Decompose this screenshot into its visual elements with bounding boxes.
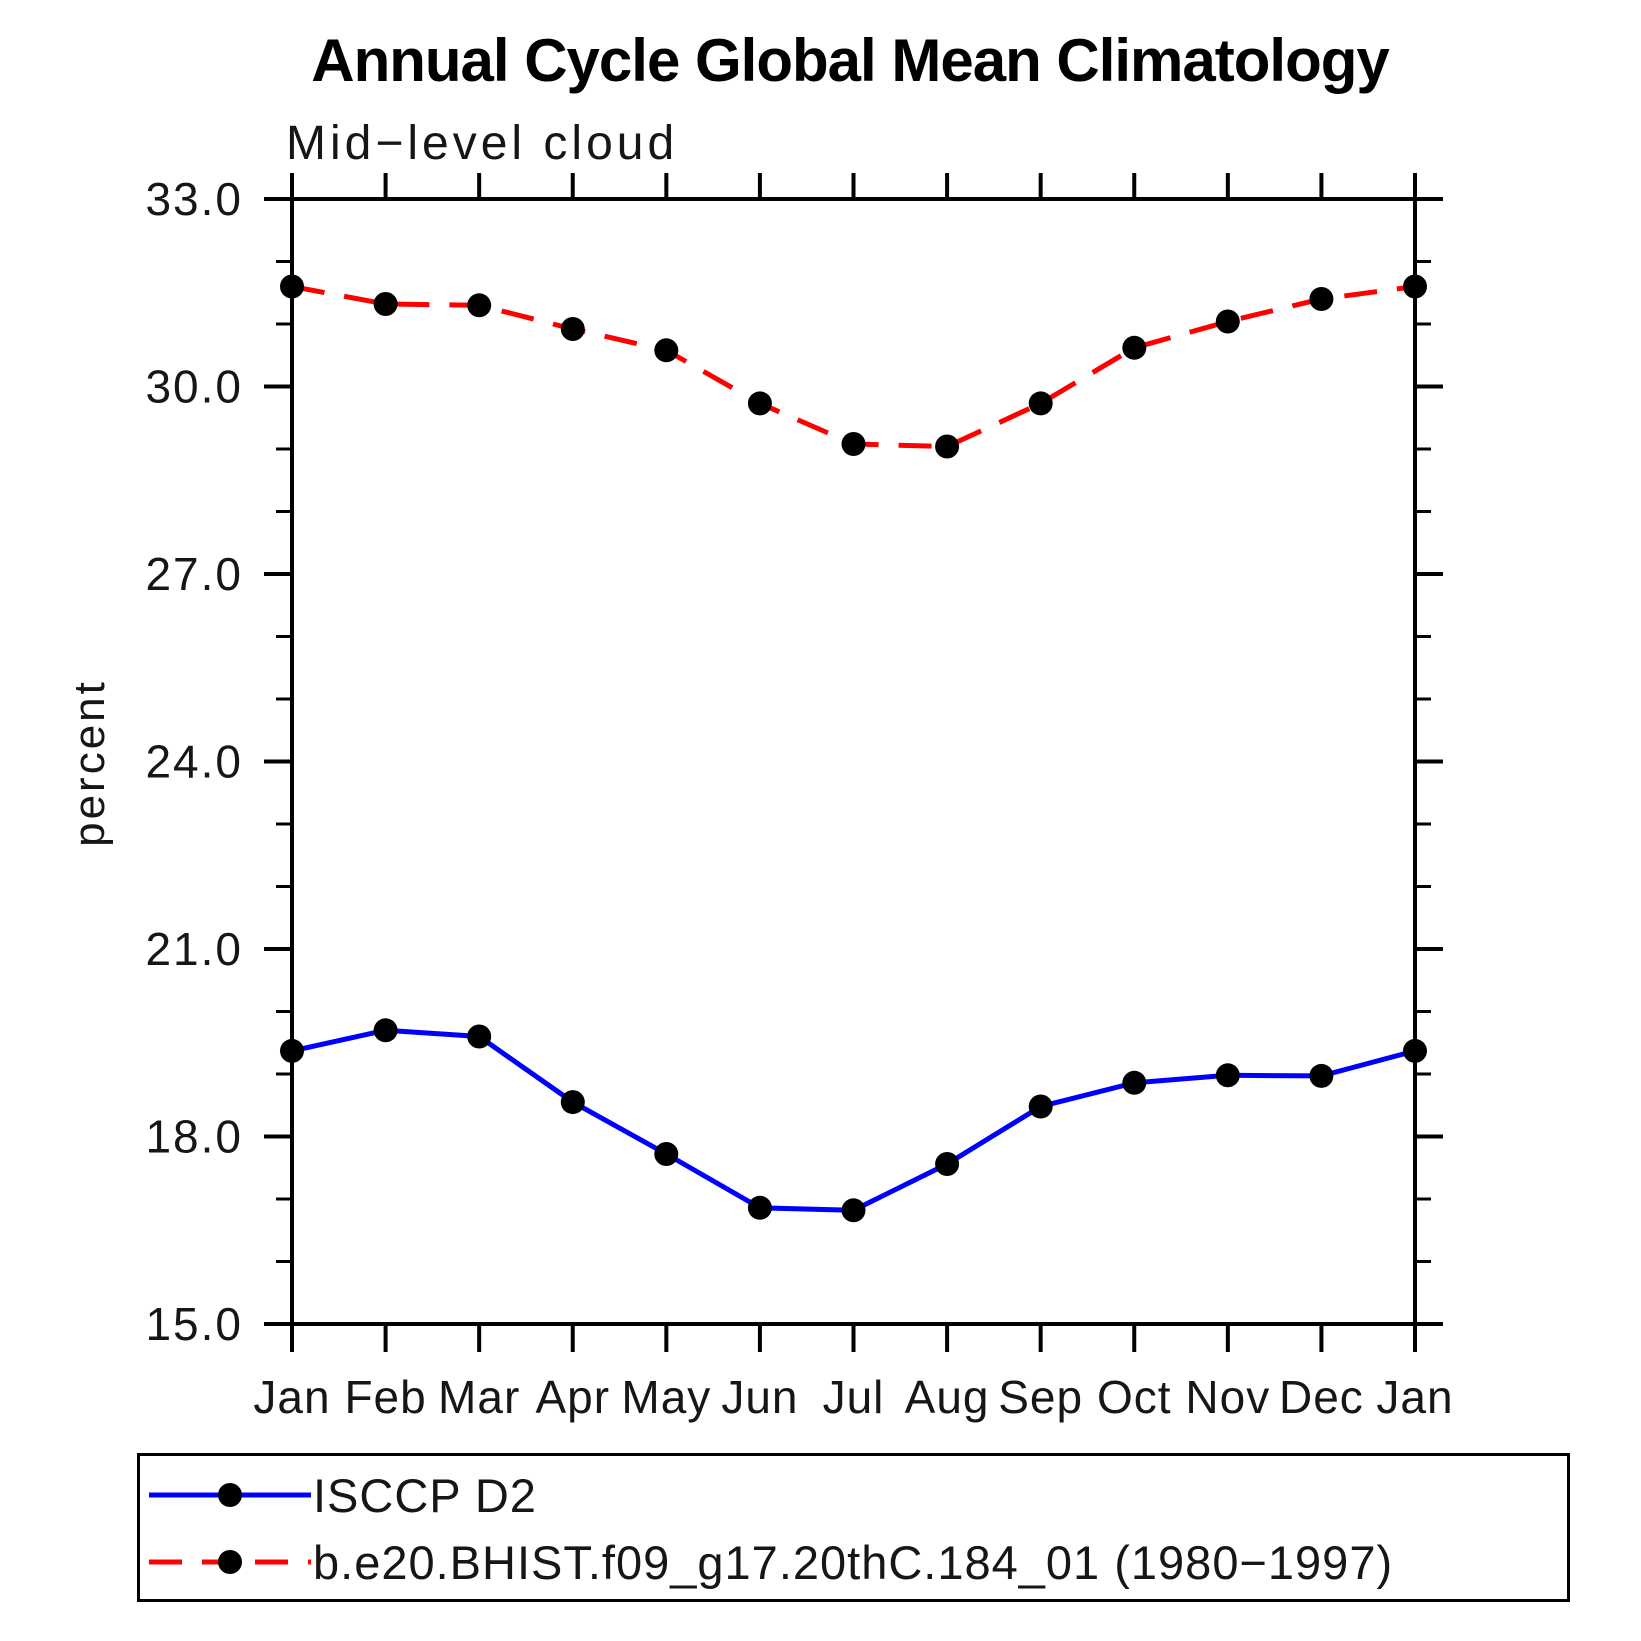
x-tick-label: Apr bbox=[535, 1371, 610, 1423]
x-tick-label: Jan bbox=[253, 1371, 330, 1423]
data-point-marker bbox=[654, 338, 679, 363]
legend-entry-model: b.e20.BHIST.f09_g17.20thC.184_01 (1980−1… bbox=[143, 1535, 1393, 1589]
legend-marker-dot bbox=[218, 1550, 242, 1574]
series-line bbox=[291, 1027, 1416, 1213]
data-point-marker bbox=[1309, 287, 1334, 311]
data-point-marker bbox=[373, 1018, 398, 1043]
legend-sample-dashed-line bbox=[149, 1550, 311, 1574]
data-point-marker bbox=[467, 293, 492, 318]
x-tick-label: Jul bbox=[823, 1371, 885, 1423]
x-tick-label: Mar bbox=[438, 1371, 520, 1423]
legend-entry-isccp: ISCCP D2 bbox=[143, 1468, 537, 1522]
data-point-marker bbox=[560, 317, 585, 341]
legend-label-isccp: ISCCP D2 bbox=[313, 1468, 537, 1522]
x-tick-label: Feb bbox=[344, 1371, 426, 1423]
chart-title: Annual Cycle Global Mean Climatology bbox=[311, 27, 1390, 94]
data-point-marker bbox=[654, 1142, 679, 1166]
data-point-marker bbox=[1122, 335, 1147, 360]
y-tick-label: 24.0 bbox=[145, 736, 243, 788]
data-point-marker bbox=[1309, 1063, 1334, 1088]
data-point-marker bbox=[280, 274, 304, 299]
data-point-marker bbox=[747, 1195, 772, 1220]
plot-frame bbox=[290, 197, 1417, 1326]
data-point-marker bbox=[935, 434, 960, 459]
x-tick-label: Dec bbox=[1279, 1371, 1364, 1423]
chart-subtitle: Mid−level cloud bbox=[286, 117, 679, 170]
data-point-marker bbox=[1215, 309, 1240, 334]
legend-box: ISCCP D2 b.e20.BHIST.f09_g17.20thC.184_0… bbox=[137, 1453, 1570, 1602]
y-tick-label: 21.0 bbox=[145, 923, 243, 975]
y-tick-label: 27.0 bbox=[145, 548, 243, 600]
data-point-marker bbox=[841, 432, 866, 456]
x-tick-label: Aug bbox=[905, 1371, 990, 1423]
data-point-marker bbox=[841, 1198, 866, 1223]
series-line bbox=[291, 284, 1416, 450]
data-point-marker bbox=[935, 1152, 960, 1176]
data-point-marker bbox=[280, 1038, 304, 1063]
data-point-marker bbox=[373, 292, 398, 316]
data-point-marker bbox=[467, 1024, 492, 1049]
data-point-marker bbox=[1122, 1070, 1147, 1095]
x-tick-label: May bbox=[621, 1371, 711, 1423]
x-tick-label: Sep bbox=[998, 1371, 1083, 1423]
y-tick-label: 18.0 bbox=[145, 1111, 243, 1163]
legend-label-model: b.e20.BHIST.f09_g17.20thC.184_01 (1980−1… bbox=[313, 1535, 1394, 1589]
data-point-marker bbox=[747, 391, 772, 416]
y-tick-label: 30.0 bbox=[145, 361, 243, 413]
x-tick-label: Jan bbox=[1376, 1371, 1453, 1423]
data-point-marker bbox=[1028, 1094, 1053, 1119]
data-point-marker bbox=[1403, 274, 1427, 299]
legend-sample-solid-line bbox=[149, 1483, 311, 1507]
legend-marker-dot bbox=[218, 1483, 242, 1507]
x-tick-label: Nov bbox=[1185, 1371, 1270, 1423]
y-tick-label: 15.0 bbox=[145, 1298, 243, 1350]
data-point-marker bbox=[1028, 391, 1053, 416]
data-point-marker bbox=[1215, 1063, 1240, 1088]
x-tick-label: Oct bbox=[1097, 1371, 1172, 1423]
x-tick-label: Jun bbox=[721, 1371, 798, 1423]
data-point-marker bbox=[1403, 1038, 1427, 1063]
y-tick-label: 33.0 bbox=[145, 173, 243, 225]
data-point-marker bbox=[560, 1090, 585, 1115]
